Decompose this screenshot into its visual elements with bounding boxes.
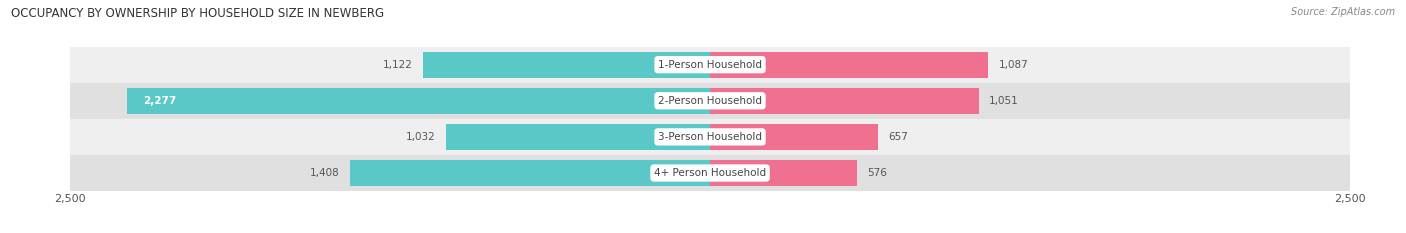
Text: 2,277: 2,277	[143, 96, 176, 106]
Bar	[128, 88, 710, 114]
Bar	[710, 52, 988, 78]
Bar	[70, 155, 1350, 191]
Text: 1,408: 1,408	[309, 168, 339, 178]
Text: 3-Person Household: 3-Person Household	[658, 132, 762, 142]
Text: 1,051: 1,051	[990, 96, 1019, 106]
Text: 1,032: 1,032	[406, 132, 436, 142]
Bar	[350, 160, 710, 186]
Text: 2-Person Household: 2-Person Household	[658, 96, 762, 106]
Text: 657: 657	[889, 132, 908, 142]
Bar	[423, 52, 710, 78]
Bar	[710, 160, 858, 186]
Bar	[70, 47, 1350, 83]
Text: 1-Person Household: 1-Person Household	[658, 60, 762, 70]
Text: 1,122: 1,122	[382, 60, 413, 70]
Bar	[70, 119, 1350, 155]
Bar	[710, 88, 979, 114]
Text: Source: ZipAtlas.com: Source: ZipAtlas.com	[1291, 7, 1395, 17]
Text: 576: 576	[868, 168, 887, 178]
Text: 4+ Person Household: 4+ Person Household	[654, 168, 766, 178]
Text: 1,087: 1,087	[998, 60, 1028, 70]
Bar	[446, 124, 710, 150]
Bar	[70, 83, 1350, 119]
Bar	[710, 124, 879, 150]
Text: OCCUPANCY BY OWNERSHIP BY HOUSEHOLD SIZE IN NEWBERG: OCCUPANCY BY OWNERSHIP BY HOUSEHOLD SIZE…	[11, 7, 384, 20]
